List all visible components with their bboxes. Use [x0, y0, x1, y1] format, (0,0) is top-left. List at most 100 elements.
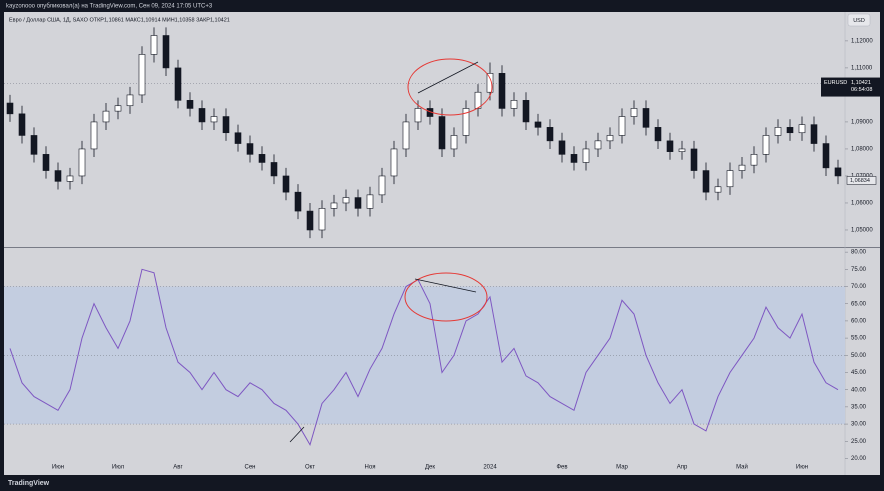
- annotation-trendline: [417, 61, 479, 94]
- candle-body: [522, 100, 530, 123]
- candle-body: [786, 127, 794, 134]
- candle-body: [42, 154, 50, 171]
- candle-body: [150, 35, 158, 55]
- y-tick-label: 60.00: [851, 318, 867, 324]
- candle-body: [282, 175, 290, 193]
- y-tick-label: 80.00: [851, 250, 867, 256]
- y-tick-label: 1,09000: [851, 120, 873, 126]
- x-tick-label: Май: [736, 464, 748, 471]
- x-tick-label: Мар: [616, 465, 628, 471]
- y-tick-label: 25.00: [851, 439, 867, 445]
- candle-body: [162, 35, 170, 69]
- y-tick-label: 1,08000: [851, 147, 873, 153]
- annotation-trendline: [289, 426, 305, 443]
- candle-body: [582, 148, 590, 163]
- candle-body: [54, 170, 62, 182]
- marker-price-label: 1,06834: [850, 178, 870, 184]
- candle-body: [78, 148, 86, 177]
- countdown-label: 06:54:08: [851, 87, 872, 93]
- marker-price-box: [846, 176, 877, 185]
- candle-body: [738, 164, 746, 171]
- candle-body: [270, 162, 278, 177]
- y-tick-label: 20.00: [851, 456, 867, 462]
- candle-body: [462, 108, 470, 136]
- rsi-line: [9, 268, 839, 446]
- x-tick-label: Июн: [796, 465, 808, 471]
- annotation-ellipse: [404, 272, 488, 322]
- y-tick-label: 1,11000: [851, 65, 873, 71]
- candle-body: [822, 143, 830, 169]
- candle-body: [330, 202, 338, 209]
- currency-button[interactable]: [847, 13, 871, 27]
- y-tick-label: 30.00: [851, 422, 867, 428]
- y-tick-label: 1,05000: [851, 228, 873, 234]
- candle-body: [714, 186, 722, 193]
- annotation-trendline: [414, 278, 477, 293]
- candle-body: [30, 135, 38, 155]
- y-tick-label: 1,12000: [851, 38, 873, 44]
- y-tick-label: 70.00: [851, 284, 867, 290]
- candle-body: [114, 105, 122, 112]
- y-tick-label: 45.00: [851, 370, 867, 376]
- candle-body: [66, 175, 74, 182]
- x-tick-label: Авг: [173, 465, 183, 471]
- candle-body: [774, 127, 782, 136]
- candle-body: [306, 210, 314, 231]
- candle-body: [534, 121, 542, 128]
- candle-body: [630, 108, 638, 117]
- candle-body: [354, 197, 362, 209]
- candle-body: [366, 194, 374, 209]
- x-tick-label: Июл: [112, 465, 125, 471]
- candle-body: [186, 100, 194, 109]
- chart-title: Евро / Доллар США, 1Д, SAXO ОТКР1,10861 …: [9, 17, 230, 23]
- candle-body: [234, 132, 242, 144]
- candle-body: [126, 94, 134, 107]
- candle-body: [102, 110, 110, 123]
- candle-body: [414, 108, 422, 123]
- candle-body: [618, 116, 626, 136]
- candle-body: [594, 140, 602, 150]
- candle-body: [762, 135, 770, 155]
- annotations: [289, 58, 493, 443]
- candle-body: [402, 121, 410, 150]
- candle-body: [750, 154, 758, 166]
- candle-body: [18, 113, 26, 136]
- candle-body: [570, 154, 578, 163]
- candle-body: [90, 121, 98, 150]
- annotation-ellipse: [407, 58, 493, 116]
- candle-body: [654, 127, 662, 142]
- y-tick-label: 65.00: [851, 301, 867, 307]
- candle-body: [486, 73, 494, 93]
- candle-body: [138, 54, 146, 96]
- x-tick-label: Ноя: [365, 465, 376, 471]
- candle-body: [810, 124, 818, 144]
- y-tick-label: 75.00: [851, 267, 867, 273]
- x-tick-label: Сен: [245, 465, 256, 471]
- y-tick-label: 55.00: [851, 336, 867, 342]
- x-tick-label: Окт: [305, 465, 315, 471]
- x-tick-label: Фев: [556, 465, 567, 471]
- candle-body: [342, 197, 350, 204]
- candle-body: [546, 127, 554, 142]
- candle-body: [666, 140, 674, 152]
- candle-body: [834, 167, 842, 177]
- candle-body: [798, 124, 806, 134]
- candle-body: [318, 208, 326, 231]
- candle-body: [690, 148, 698, 171]
- candle-body: [606, 135, 614, 142]
- y-tick-label: 50.00: [851, 353, 867, 359]
- footer-logo: TradingView: [8, 480, 50, 487]
- candle-body: [390, 148, 398, 177]
- candle-body: [510, 100, 518, 109]
- candle-body: [6, 102, 14, 115]
- candle-body: [498, 73, 506, 109]
- candle-body: [210, 116, 218, 123]
- x-tick-label: 2024: [483, 465, 497, 471]
- candle-body: [378, 175, 386, 196]
- currency-button-label[interactable]: USD: [853, 18, 865, 24]
- candle-body: [678, 148, 686, 152]
- last-price-label: 1,10421: [851, 80, 871, 86]
- candle-body: [258, 154, 266, 163]
- candle-body: [198, 108, 206, 123]
